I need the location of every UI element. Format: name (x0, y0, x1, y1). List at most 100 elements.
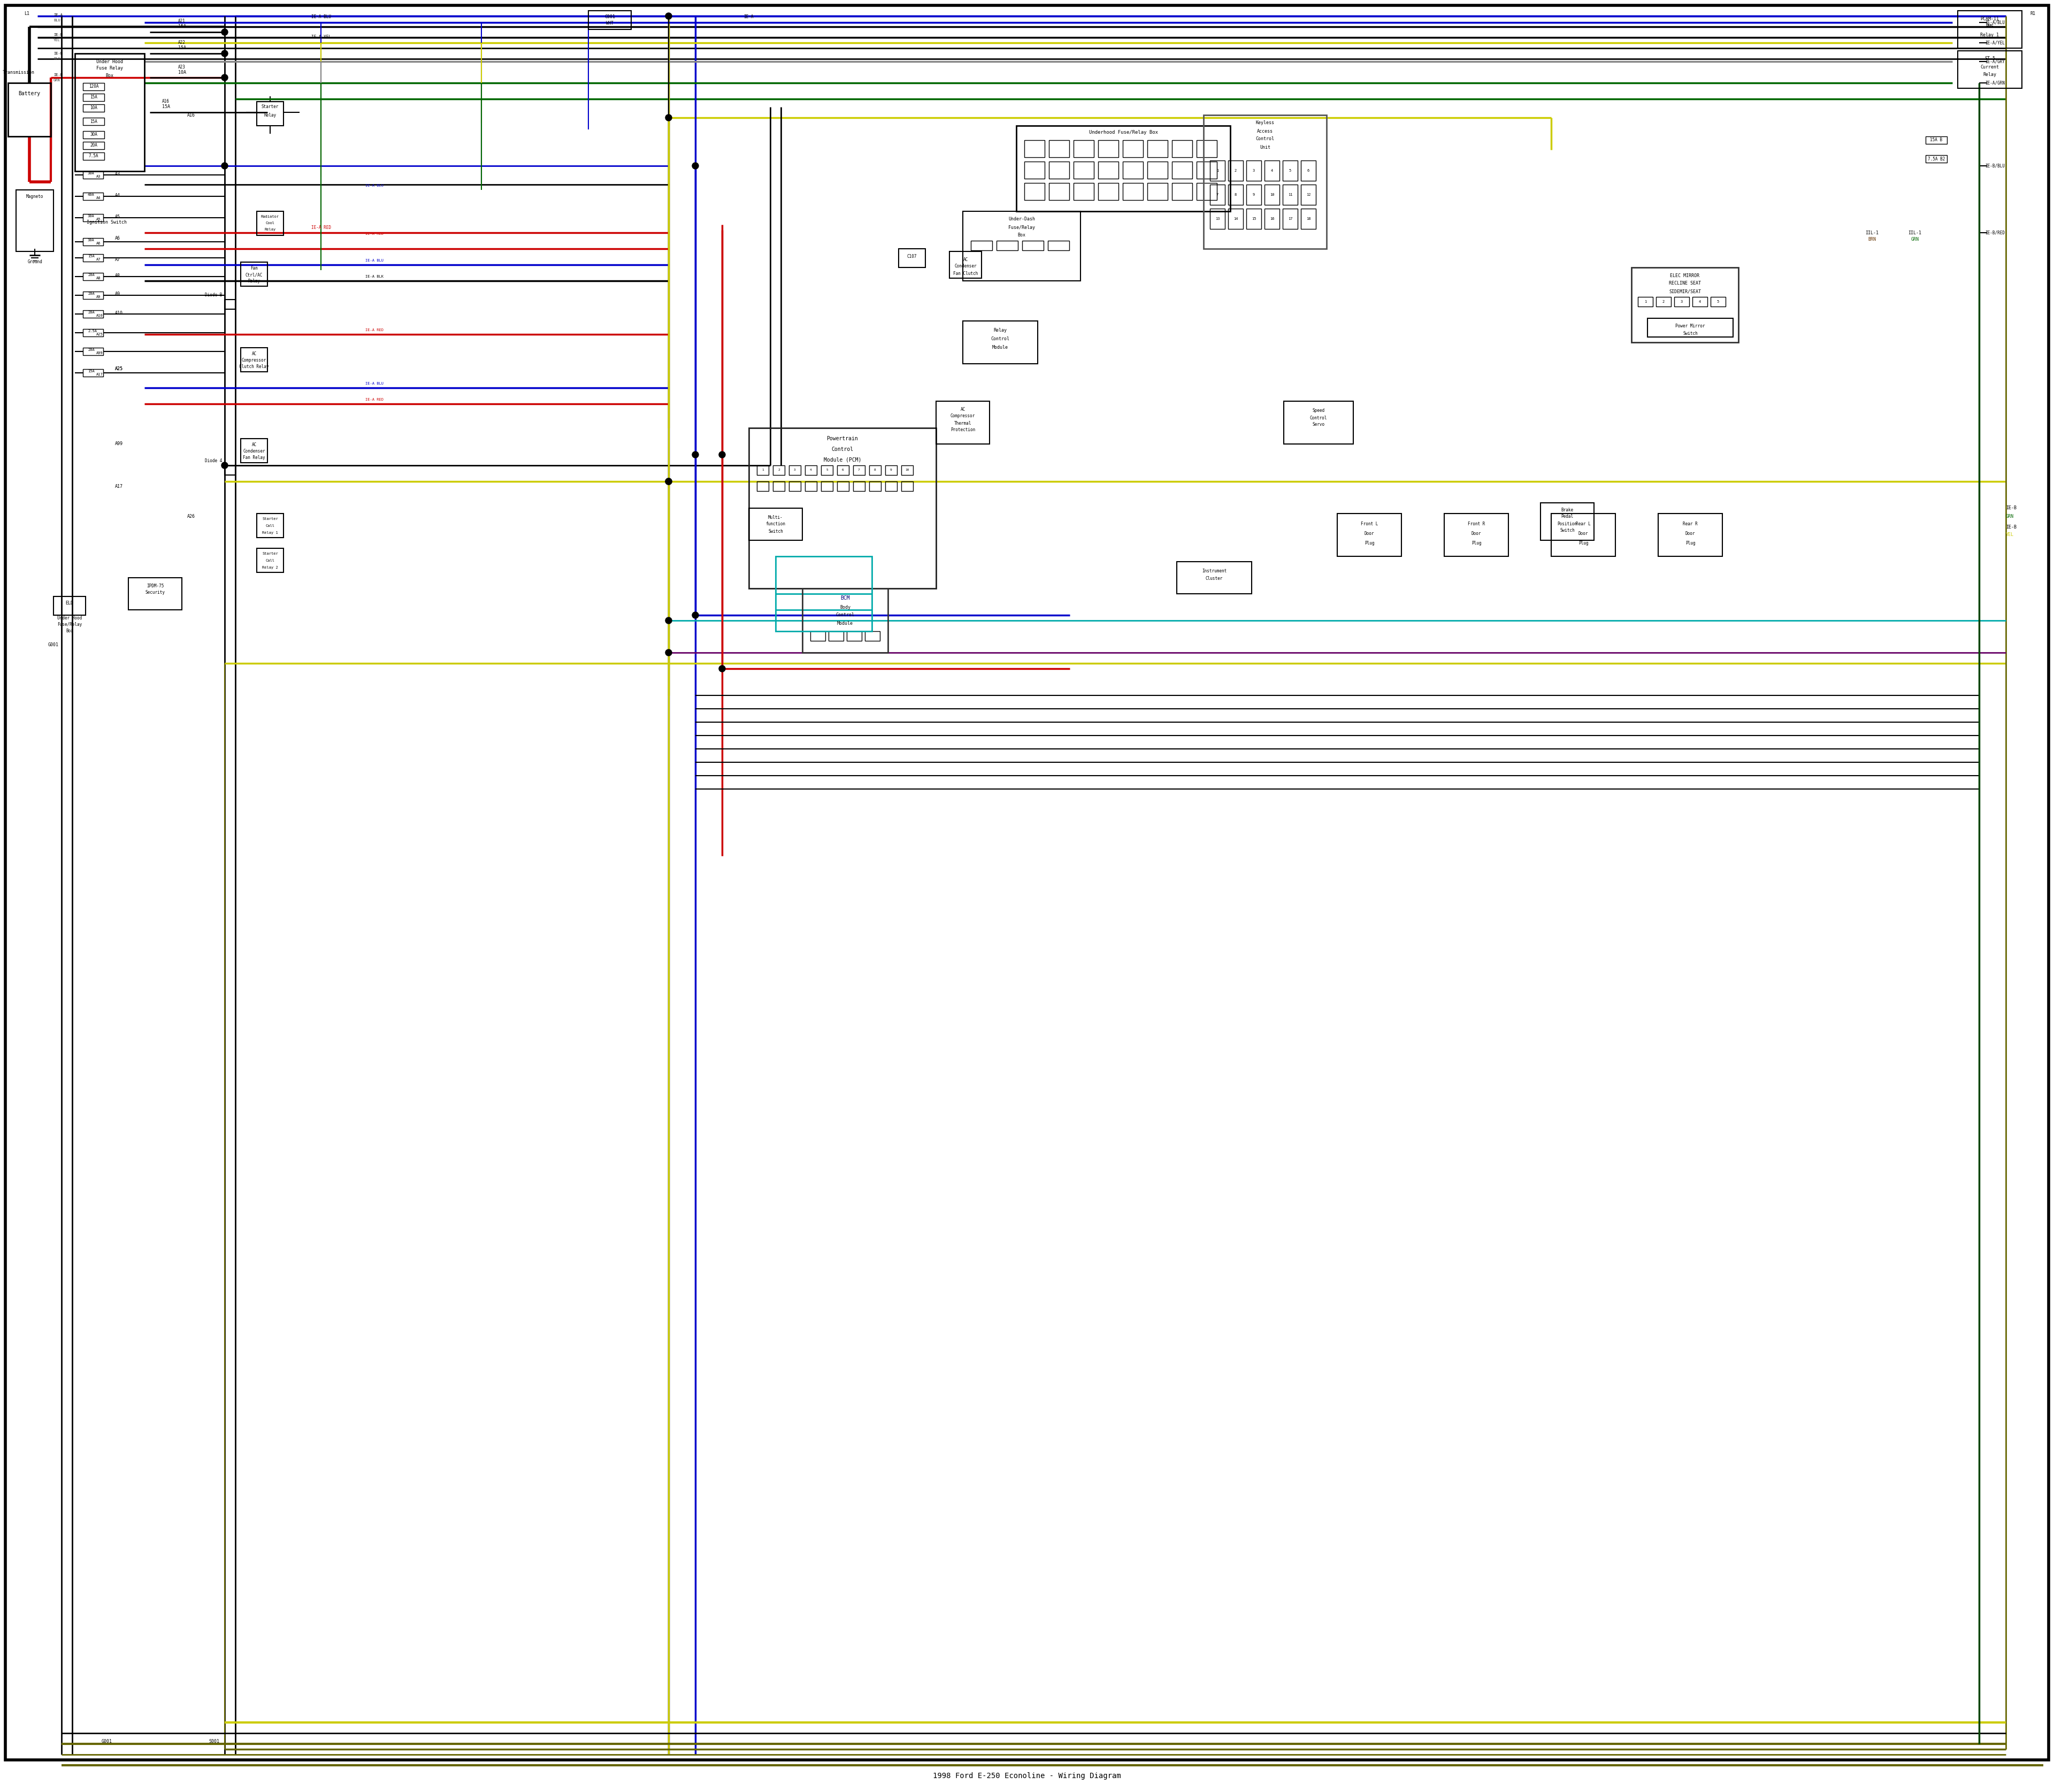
Text: Security: Security (146, 590, 164, 595)
Text: Starter: Starter (261, 104, 279, 109)
Text: G001: G001 (101, 1738, 113, 1744)
Text: 20A: 20A (90, 143, 97, 149)
Circle shape (665, 616, 672, 624)
Bar (240, 348, 267, 371)
Bar (240, 439, 267, 462)
Text: A8: A8 (97, 276, 101, 280)
Bar (1099, 140, 1119, 158)
Text: Under Hood: Under Hood (97, 59, 123, 65)
Text: Condenser: Condenser (242, 450, 265, 453)
Text: IE-A BLK: IE-A BLK (366, 274, 384, 278)
Bar (1300, 185, 1317, 204)
Bar (1177, 561, 1251, 593)
Bar (82, 369, 103, 376)
Text: Plug: Plug (1364, 541, 1374, 547)
Text: Underhood Fuse/Relay Box: Underhood Fuse/Relay Box (1089, 131, 1158, 134)
Text: 1998 Ford E-250 Econoline - Wiring Diagram: 1998 Ford E-250 Econoline - Wiring Diagr… (933, 1772, 1121, 1779)
Bar (1927, 156, 1947, 163)
Bar (82, 172, 103, 179)
Circle shape (719, 665, 725, 672)
Text: 2.5A: 2.5A (88, 330, 97, 333)
Bar (82, 310, 103, 317)
Text: 14: 14 (1232, 217, 1239, 220)
Bar (805, 482, 817, 491)
Bar (1148, 140, 1167, 158)
Text: A99: A99 (115, 441, 123, 446)
Text: 15A: 15A (88, 254, 94, 258)
Text: A99: A99 (97, 351, 103, 355)
Text: Module (PCM): Module (PCM) (824, 457, 861, 462)
Text: Fuse/Relay: Fuse/Relay (58, 622, 82, 627)
Text: 2: 2 (1234, 168, 1237, 172)
Text: GRN: GRN (2007, 514, 2013, 518)
Text: 10: 10 (906, 470, 910, 471)
Bar (257, 514, 283, 538)
Text: Diode 4: Diode 4 (205, 459, 222, 464)
Text: IE-B: IE-B (2007, 505, 2017, 511)
Bar (776, 556, 871, 631)
Text: Front R: Front R (1469, 521, 1485, 527)
Text: Starter: Starter (263, 518, 277, 520)
Text: 10A: 10A (179, 70, 185, 75)
Bar (1692, 297, 1707, 306)
Text: Switch: Switch (1559, 529, 1575, 532)
Text: IPDM-75: IPDM-75 (146, 584, 164, 588)
Bar (1247, 161, 1261, 181)
Text: Box: Box (105, 73, 113, 77)
Circle shape (665, 649, 672, 656)
Text: A25: A25 (115, 367, 123, 371)
Bar (750, 428, 937, 588)
Text: Door: Door (1577, 532, 1588, 536)
Text: A7: A7 (97, 258, 101, 262)
Bar (902, 482, 914, 491)
Text: Relay 1: Relay 1 (1980, 32, 1999, 38)
Bar (963, 211, 1080, 281)
Text: Instrument: Instrument (1202, 568, 1226, 573)
Text: R1: R1 (2029, 11, 2036, 16)
Bar (1711, 297, 1725, 306)
Text: Door: Door (1471, 532, 1481, 536)
Text: ELD: ELD (66, 600, 74, 606)
Text: A16: A16 (162, 99, 170, 104)
Bar (257, 102, 283, 125)
Text: A25: A25 (115, 367, 123, 371)
Text: Keyless: Keyless (1255, 120, 1273, 125)
Bar (1197, 161, 1216, 179)
Text: YEL: YEL (53, 38, 60, 41)
Bar (1148, 161, 1167, 179)
Circle shape (719, 452, 725, 459)
Text: Compressor: Compressor (242, 358, 267, 364)
Bar (1337, 514, 1401, 556)
Bar (869, 482, 881, 491)
Text: Fan Clutch: Fan Clutch (953, 271, 978, 276)
Text: Diode B: Diode B (205, 292, 222, 297)
Bar (811, 631, 826, 642)
Text: Body: Body (840, 604, 850, 609)
Text: IIL-1: IIL-1 (1908, 231, 1923, 235)
Text: A17: A17 (97, 373, 103, 376)
Bar (82, 238, 103, 246)
Bar (82, 254, 103, 262)
Text: A4: A4 (97, 197, 101, 199)
Bar (838, 482, 848, 491)
Bar (1025, 161, 1045, 179)
Bar (1647, 319, 1734, 337)
Text: Control: Control (990, 337, 1011, 340)
Text: Control: Control (1310, 416, 1327, 419)
Bar (1265, 185, 1280, 204)
Text: SIDEMIR/SEAT: SIDEMIR/SEAT (1668, 289, 1701, 294)
Circle shape (222, 50, 228, 57)
Text: Box: Box (1017, 233, 1025, 238)
Text: Call: Call (265, 559, 275, 563)
Text: Relay: Relay (994, 328, 1006, 333)
Text: Relay: Relay (249, 280, 261, 283)
Bar (240, 262, 267, 287)
Text: Relay 2: Relay 2 (263, 566, 277, 570)
Bar (885, 482, 898, 491)
Text: 4: 4 (1699, 299, 1701, 303)
Circle shape (692, 163, 698, 168)
Bar (937, 401, 990, 444)
Text: Under-Dash: Under-Dash (1009, 217, 1035, 222)
Bar (82, 330, 103, 337)
Text: IE-A: IE-A (53, 13, 62, 16)
